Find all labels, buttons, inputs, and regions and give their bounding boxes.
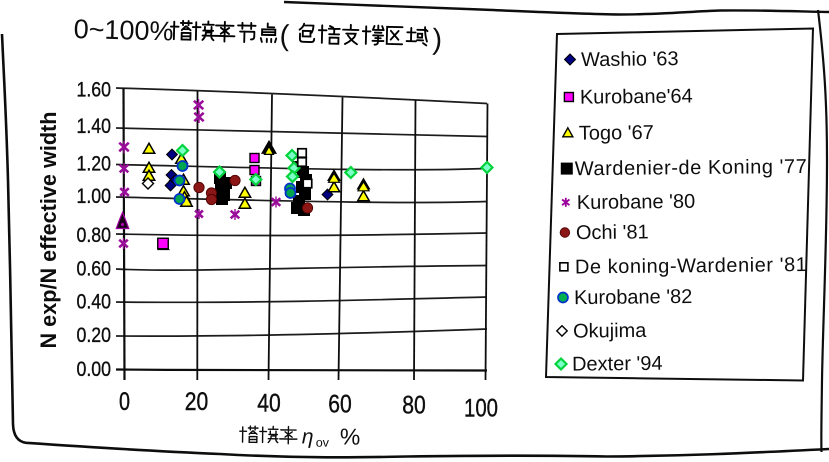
svg-text:Ochi '81: Ochi '81 [576,221,649,244]
svg-text:20: 20 [185,388,209,416]
svg-text:Kurobane '82: Kurobane '82 [574,286,693,309]
svg-text:Okujima: Okujima [573,320,647,343]
svg-text:(: ( [279,20,290,52]
svg-text:0~100%: 0~100% [73,14,174,46]
svg-text:80: 80 [402,392,426,420]
svg-text:Kurobane '80: Kurobane '80 [577,191,696,214]
svg-text:0.80: 0.80 [77,224,112,247]
svg-text:1.60: 1.60 [77,79,112,102]
svg-text:η: η [302,425,314,448]
svg-text:De koning-Wardenier '81: De koning-Wardenier '81 [575,254,808,278]
svg-text:): ) [432,24,442,56]
svg-text:Wardenier-de Koning '77: Wardenier-de Koning '77 [575,156,808,180]
svg-text:Dexter '94: Dexter '94 [572,353,663,376]
svg-text:0.00: 0.00 [77,358,112,381]
svg-text:N exp/N effective width: N exp/N effective width [36,112,61,349]
svg-text:0.20: 0.20 [77,324,112,347]
svg-text:0.60: 0.60 [77,258,112,281]
svg-text:Kurobane'64: Kurobane'64 [580,86,693,109]
svg-text:Togo '67: Togo '67 [579,122,654,145]
svg-text:%: % [340,423,361,449]
svg-text:0.40: 0.40 [77,291,112,314]
svg-text:ov: ov [316,436,330,450]
svg-text:40: 40 [257,390,281,418]
svg-text:Washio '63: Washio '63 [581,48,679,71]
svg-text:60: 60 [328,391,352,419]
svg-text:1.00: 1.00 [77,185,112,208]
svg-text:0: 0 [119,388,130,416]
svg-text:1.40: 1.40 [77,115,112,138]
svg-text:1.20: 1.20 [77,153,112,176]
svg-text:100: 100 [464,395,498,423]
